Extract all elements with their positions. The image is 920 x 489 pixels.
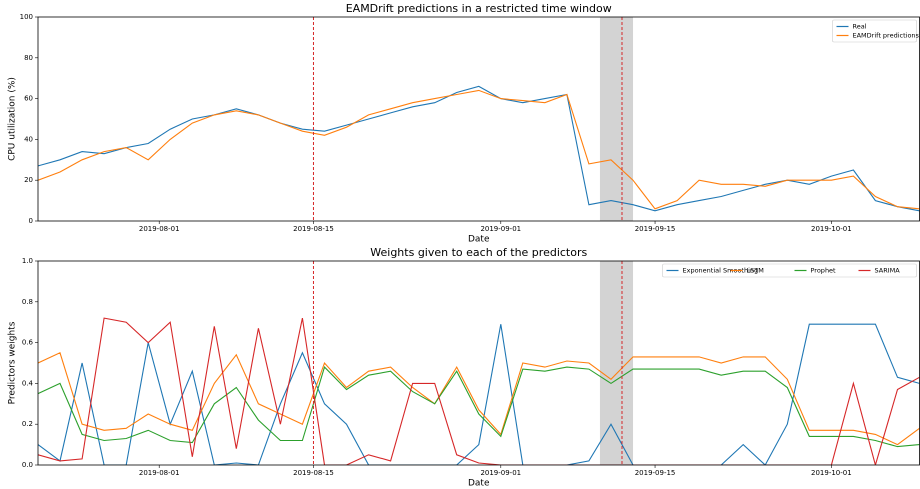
legend-label: LSTM: [747, 267, 764, 275]
y-axis-label: CPU utilization (%): [8, 77, 18, 161]
chart-title: EAMDrift predictions in a restricted tim…: [346, 2, 612, 15]
legend-label: Prophet: [811, 267, 837, 275]
x-tick-label: 2019-09-01: [480, 225, 521, 233]
y-tick-label: 0.4: [22, 379, 34, 387]
y-tick-label: 100: [20, 13, 33, 21]
x-tick-label: 2019-10-01: [811, 225, 852, 233]
legend-label: Exponential Smoothing: [683, 267, 759, 275]
x-tick-label: 2019-09-15: [635, 469, 676, 477]
series-line: [38, 85, 920, 212]
legend-label: EAMDrift predictions: [853, 32, 920, 40]
legend-box: [832, 19, 917, 43]
series-line: [38, 352, 920, 446]
y-axis-label: Predictors weights: [8, 321, 18, 404]
x-axis-label: Date: [468, 479, 490, 489]
plot-frame: [37, 260, 920, 466]
y-tick-label: 0: [29, 217, 33, 225]
legend-box: [662, 263, 917, 278]
x-tick-label: 2019-09-15: [635, 225, 676, 233]
x-tick-label: 2019-10-01: [811, 469, 852, 477]
shaded-region: [599, 17, 634, 221]
y-tick-label: 0.6: [22, 339, 34, 347]
y-tick-label: 20: [24, 176, 33, 184]
chart-title: Weights given to each of the predictors: [370, 246, 587, 259]
y-tick-label: 60: [24, 95, 33, 103]
y-tick-label: 40: [24, 135, 33, 143]
legend-label: Real: [853, 23, 867, 31]
legend-label: SARIMA: [875, 267, 901, 275]
series-line: [38, 366, 920, 448]
x-tick-label: 2019-08-15: [293, 225, 334, 233]
series-line: [38, 89, 920, 210]
x-tick-label: 2019-08-15: [293, 469, 334, 477]
x-tick-label: 2019-09-01: [480, 469, 521, 477]
y-tick-label: 0.8: [22, 298, 33, 306]
x-tick-label: 2019-08-01: [139, 225, 180, 233]
y-tick-label: 1.0: [22, 257, 33, 265]
x-axis-label: Date: [468, 235, 490, 245]
y-tick-label: 80: [24, 54, 33, 62]
x-tick-label: 2019-08-01: [139, 469, 180, 477]
plot-frame: [37, 16, 920, 222]
series-line: [38, 323, 920, 465]
y-tick-label: 0.2: [22, 420, 33, 428]
y-tick-label: 0.0: [22, 461, 33, 469]
series-line: [38, 317, 920, 465]
